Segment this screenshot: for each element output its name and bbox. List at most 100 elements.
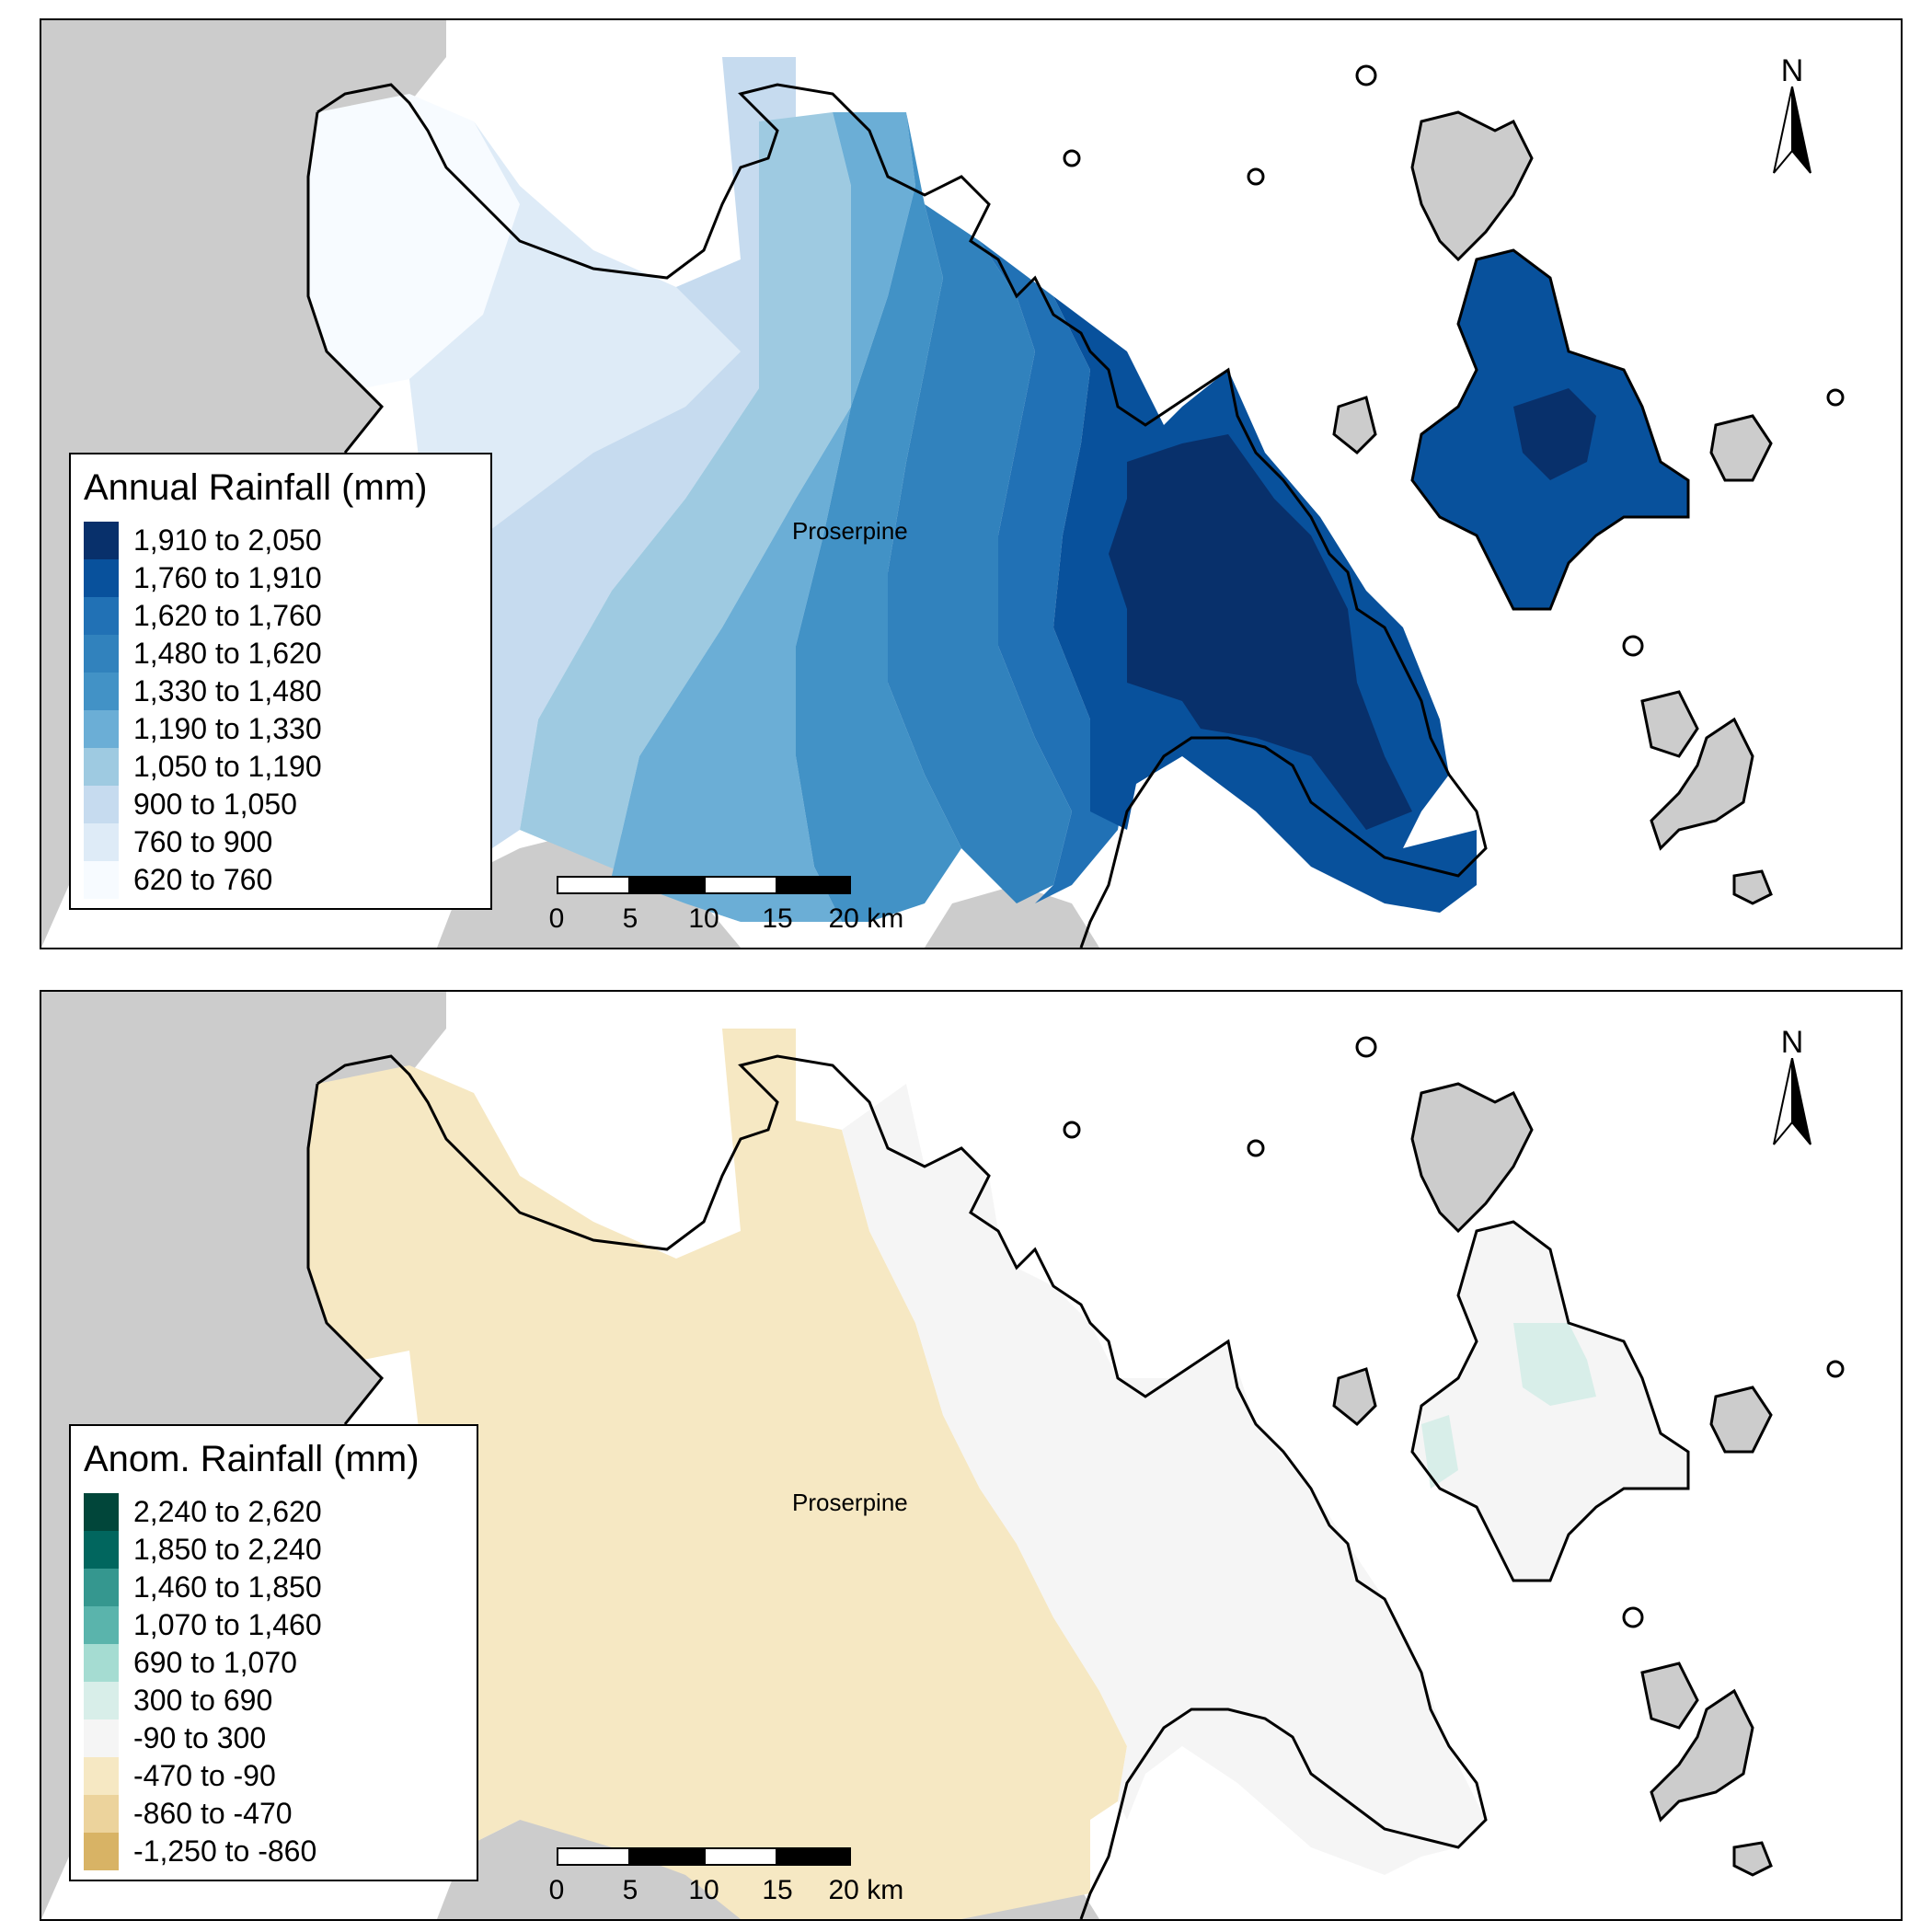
legend-item: 900 to 1,050: [84, 786, 477, 823]
legend-label: 2,240 to 2,620: [133, 1495, 322, 1528]
legend-label: 620 to 760: [133, 863, 273, 896]
scale-bar-label: 5: [622, 1875, 638, 1905]
legend-label: 300 to 690: [133, 1684, 273, 1717]
coastline-mainland: [316, 83, 1488, 948]
north-arrow-label: N: [1780, 1025, 1804, 1060]
scale-bar-label: 20 km: [828, 903, 904, 934]
legend-swatch: [84, 710, 119, 748]
islet-outline: [1247, 1139, 1265, 1157]
scale-bar-segment: [630, 1847, 704, 1866]
legend-swatch: [84, 673, 119, 710]
legend-item: 2,240 to 2,620: [84, 1493, 464, 1531]
scale-bar-segment: [630, 876, 704, 894]
legend-swatch: [84, 748, 119, 786]
coastline-west: [306, 1083, 385, 1425]
legend-rows: 2,240 to 2,620 1,850 to 2,240 1,460 to 1,8…: [84, 1493, 464, 1870]
legend-item: 1,070 to 1,460: [84, 1606, 464, 1644]
islet-outline: [1247, 167, 1265, 186]
legend-label: 1,050 to 1,190: [133, 750, 322, 783]
scale-bar-segment: [777, 876, 851, 894]
legend-swatch: [84, 1833, 119, 1870]
legend-swatch: [84, 1493, 119, 1531]
legend-swatch: [84, 1606, 119, 1644]
legend-label: 1,070 to 1,460: [133, 1608, 322, 1641]
rain-band-760-900: [409, 121, 741, 535]
islet-outline: [1063, 149, 1081, 167]
islet-outline: [1622, 1606, 1644, 1628]
scale-bar-segment: [557, 876, 630, 894]
legend-item: -470 to -90: [84, 1757, 464, 1795]
coastline-west: [306, 111, 385, 454]
scale-bar-label: 0: [548, 903, 565, 934]
legend-swatch: [84, 1795, 119, 1833]
legend-item: 1,480 to 1,620: [84, 635, 477, 673]
island-outline-east: [1410, 1220, 1690, 1582]
legend-label: -90 to 300: [133, 1721, 267, 1754]
legend-item: -90 to 300: [84, 1719, 464, 1757]
scale-bar-segment: [704, 876, 777, 894]
legend-label: -1,250 to -860: [133, 1834, 317, 1868]
grey-island-small-1: [1332, 396, 1377, 455]
grey-island-south-1: [1640, 690, 1699, 758]
rain-band-1190-1330: [612, 112, 915, 922]
islet-outline: [1826, 1360, 1845, 1378]
scale-bar-segment: [557, 1847, 630, 1866]
rain-island-east-core: [1513, 388, 1596, 480]
scale-bar-label: 15: [762, 903, 793, 934]
legend-swatch: [84, 635, 119, 673]
legend-item: 1,910 to 2,050: [84, 522, 477, 559]
legend-swatch: [84, 1569, 119, 1606]
islet-outline: [1826, 388, 1845, 407]
anom-band-neg90-300: [842, 1084, 1486, 1875]
anom-band-300-690: [1421, 1323, 1596, 1489]
scale-bar: 0 5 10 15 20 km: [549, 876, 903, 940]
legend-label: 1,480 to 1,620: [133, 637, 322, 670]
legend-item: 1,760 to 1,910: [84, 559, 477, 597]
grey-island-small-2: [1709, 1386, 1773, 1454]
legend-label: 1,760 to 1,910: [133, 561, 322, 594]
legend-label: 1,460 to 1,850: [133, 1570, 322, 1604]
legend-label: 760 to 900: [133, 825, 273, 858]
anomaly-rainfall-legend: Anom. Rainfall (mm) 2,240 to 2,620 1,850 …: [69, 1424, 478, 1881]
scale-bar-label: 20 km: [828, 1875, 904, 1905]
legend-item: 620 to 760: [84, 861, 477, 899]
legend-item: -1,250 to -860: [84, 1833, 464, 1870]
legend-label: 1,910 to 2,050: [133, 523, 322, 557]
legend-item: 1,050 to 1,190: [84, 748, 477, 786]
grey-island-whitsunday: [1410, 110, 1534, 262]
rain-band-1330-1480: [796, 112, 961, 922]
north-arrow: N: [1765, 1027, 1820, 1156]
scale-bar-label: 15: [762, 1875, 793, 1905]
legend-label: 1,190 to 1,330: [133, 712, 322, 745]
scale-bar-label: 10: [688, 903, 719, 934]
legend-label: 900 to 1,050: [133, 788, 297, 821]
grey-island-south-3: [1732, 1841, 1773, 1877]
scale-bar: 0 5 10 15 20 km: [549, 1847, 903, 1912]
legend-label: -470 to -90: [133, 1759, 276, 1792]
grey-island-small-2: [1709, 414, 1773, 482]
north-arrow-icon: [1773, 1057, 1811, 1145]
legend-swatch: [84, 559, 119, 597]
legend-rows: 1,910 to 2,050 1,760 to 1,910 1,620 to 1,7…: [84, 522, 477, 899]
grey-land-south-east: [925, 885, 1099, 948]
legend-swatch: [84, 522, 119, 559]
north-arrow-icon: [1773, 86, 1811, 174]
legend-swatch: [84, 786, 119, 823]
annual-rainfall-legend: Annual Rainfall (mm) 1,910 to 2,050 1,760…: [69, 453, 492, 910]
legend-label: 1,620 to 1,760: [133, 599, 322, 632]
rain-band-900-1050: [428, 57, 796, 867]
legend-item: 1,460 to 1,850: [84, 1569, 464, 1606]
north-arrow: N: [1765, 55, 1820, 184]
legend-title: Annual Rainfall (mm): [84, 467, 428, 508]
legend-swatch: [84, 597, 119, 635]
grey-island-small-1: [1332, 1367, 1377, 1427]
legend-label: 690 to 1,070: [133, 1646, 297, 1679]
legend-swatch: [84, 1531, 119, 1569]
island-outline-east: [1410, 248, 1690, 611]
anomaly-rainfall-map: Proserpine N Anom. Rainfall (mm) 2,240 t…: [40, 990, 1903, 1921]
grey-island-south-2: [1650, 717, 1754, 851]
legend-item: 1,190 to 1,330: [84, 710, 477, 748]
grey-island-south-1: [1640, 1662, 1699, 1730]
islet-outline: [1355, 64, 1377, 86]
scale-bar-segment: [777, 1847, 851, 1866]
